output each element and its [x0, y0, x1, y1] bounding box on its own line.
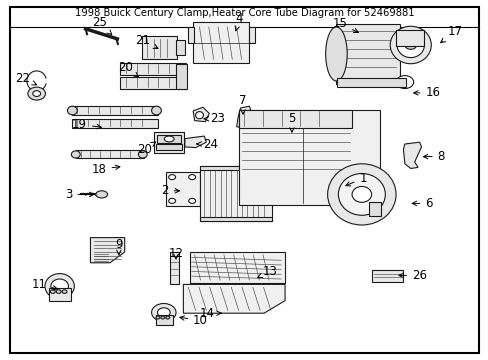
Text: 9: 9: [115, 238, 122, 255]
Ellipse shape: [156, 316, 160, 319]
Text: 16: 16: [413, 86, 440, 99]
Text: 1: 1: [345, 172, 366, 186]
Text: 1998 Buick Century Clamp,Heater Core Tube Diagram for 52469881: 1998 Buick Century Clamp,Heater Core Tub…: [75, 8, 413, 18]
Ellipse shape: [396, 32, 424, 58]
Bar: [72, 119, 158, 128]
Bar: [157, 135, 181, 143]
Text: 11: 11: [31, 278, 57, 291]
Ellipse shape: [188, 175, 195, 180]
Text: 20: 20: [137, 142, 155, 156]
Text: 6: 6: [411, 197, 432, 210]
Bar: [155, 315, 172, 325]
Bar: [189, 252, 285, 283]
Text: 18: 18: [92, 163, 120, 176]
Text: 2: 2: [161, 184, 179, 197]
Bar: [199, 166, 271, 170]
Text: 12: 12: [168, 247, 183, 260]
Bar: [72, 106, 158, 115]
Ellipse shape: [157, 308, 170, 317]
Ellipse shape: [168, 175, 175, 180]
Bar: [336, 24, 399, 84]
Bar: [170, 252, 179, 284]
Ellipse shape: [56, 290, 61, 293]
Polygon shape: [183, 284, 285, 313]
Ellipse shape: [188, 198, 195, 203]
Ellipse shape: [151, 106, 161, 115]
Ellipse shape: [327, 164, 395, 225]
Ellipse shape: [404, 41, 416, 49]
Ellipse shape: [338, 174, 385, 215]
Polygon shape: [90, 238, 124, 263]
Polygon shape: [403, 142, 421, 168]
Ellipse shape: [62, 290, 67, 293]
Text: 8: 8: [423, 150, 444, 163]
Bar: [368, 202, 381, 216]
Polygon shape: [236, 106, 251, 128]
Ellipse shape: [96, 191, 107, 198]
Bar: [238, 110, 380, 205]
Ellipse shape: [351, 186, 371, 202]
Bar: [193, 22, 249, 63]
Text: 24: 24: [197, 138, 218, 150]
Polygon shape: [184, 136, 206, 148]
Ellipse shape: [138, 151, 147, 158]
Text: 13: 13: [257, 265, 277, 278]
Bar: [249, 27, 255, 43]
Ellipse shape: [67, 106, 77, 115]
Bar: [199, 217, 271, 221]
Bar: [371, 270, 403, 282]
Ellipse shape: [164, 136, 174, 142]
Text: 7: 7: [239, 94, 246, 114]
Bar: [395, 30, 424, 46]
Bar: [120, 63, 185, 75]
Bar: [337, 78, 405, 87]
Ellipse shape: [165, 316, 169, 319]
Bar: [49, 288, 71, 301]
Bar: [142, 36, 177, 59]
Bar: [120, 77, 185, 89]
Ellipse shape: [325, 27, 346, 81]
Text: 25: 25: [92, 16, 111, 35]
Text: 3: 3: [65, 188, 94, 201]
Bar: [176, 64, 186, 89]
Ellipse shape: [195, 112, 203, 119]
Text: 22: 22: [15, 72, 37, 85]
Ellipse shape: [168, 198, 175, 203]
Text: 5: 5: [287, 112, 295, 132]
Text: 14: 14: [200, 307, 221, 320]
Bar: [154, 132, 184, 153]
Text: 23: 23: [204, 112, 224, 125]
Ellipse shape: [45, 274, 74, 299]
Text: 19: 19: [72, 118, 101, 131]
Ellipse shape: [151, 303, 176, 321]
Text: 4: 4: [235, 12, 243, 31]
Ellipse shape: [395, 76, 413, 89]
Text: 17: 17: [440, 25, 462, 42]
Polygon shape: [193, 107, 209, 122]
Bar: [176, 40, 184, 55]
Ellipse shape: [51, 279, 68, 293]
Text: 21: 21: [135, 34, 158, 49]
Bar: [166, 172, 199, 206]
Ellipse shape: [71, 151, 80, 158]
Bar: [76, 150, 144, 158]
Ellipse shape: [389, 26, 430, 64]
Bar: [238, 110, 351, 128]
Text: 10: 10: [180, 314, 207, 327]
Ellipse shape: [28, 87, 45, 100]
Ellipse shape: [33, 91, 41, 96]
Bar: [155, 144, 182, 150]
Bar: [188, 27, 194, 43]
Ellipse shape: [50, 290, 55, 293]
Bar: [199, 166, 271, 221]
Ellipse shape: [161, 316, 164, 319]
Text: 15: 15: [332, 17, 358, 32]
Text: 20: 20: [118, 61, 138, 77]
Text: 26: 26: [398, 269, 427, 282]
